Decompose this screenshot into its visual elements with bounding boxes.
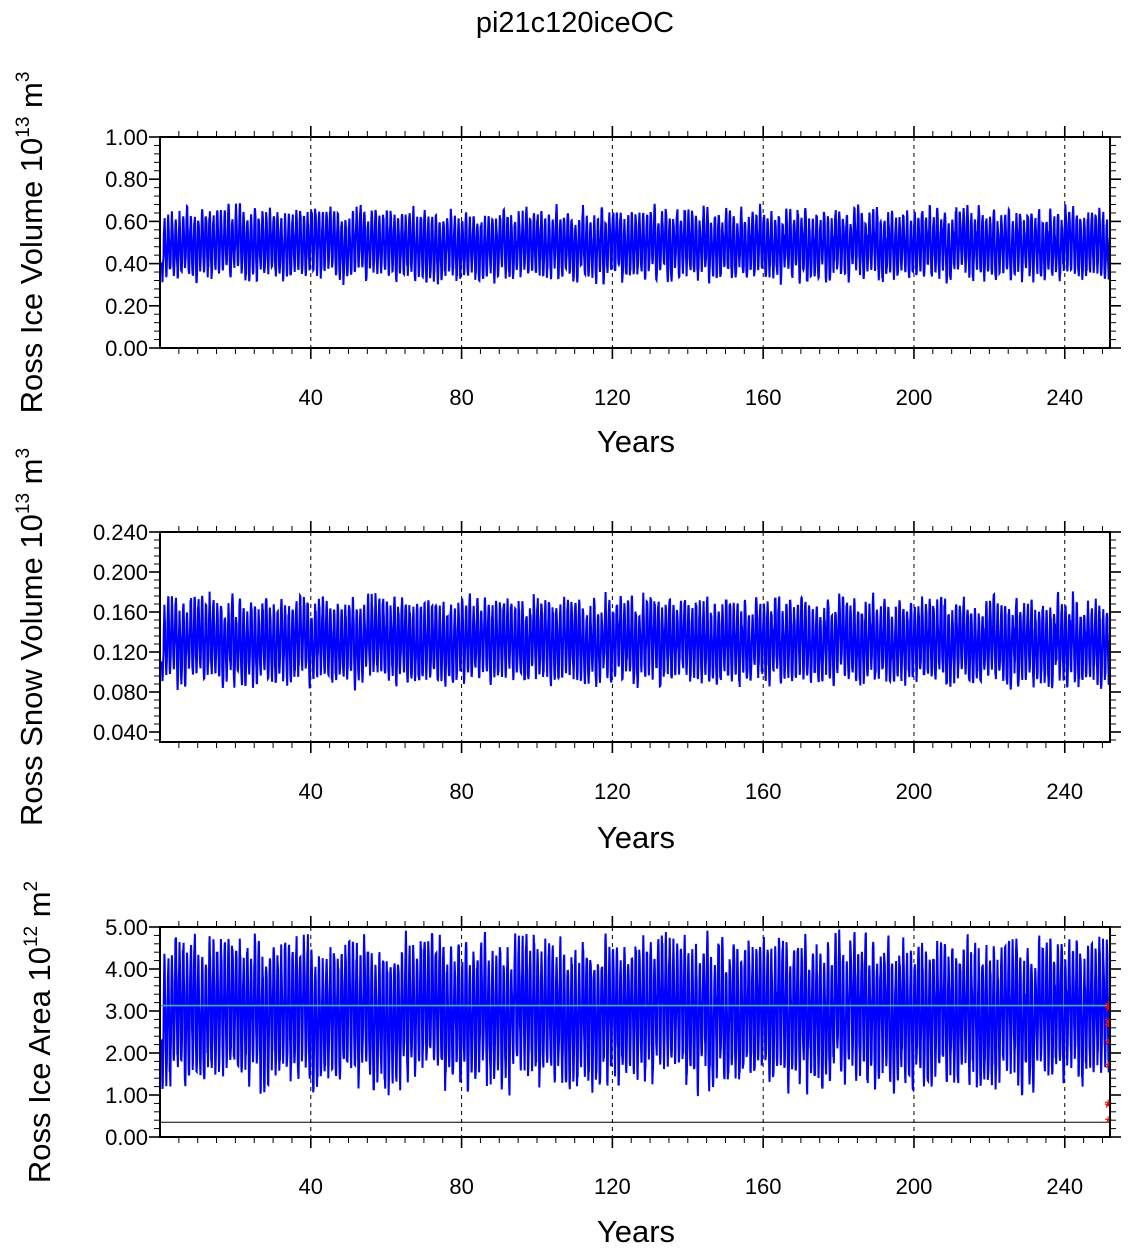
series-line: [160, 591, 1110, 691]
plot-frame: [159, 926, 1111, 1138]
x-tick-label: 240: [1046, 385, 1083, 410]
marker-star: *: [1105, 1036, 1112, 1056]
series-line: [160, 929, 1110, 1097]
x-tick-label: 80: [449, 385, 473, 410]
y-tick-label: 0.60: [105, 209, 148, 234]
x-tick-label: 120: [594, 779, 631, 804]
x-tick-label: 40: [299, 1174, 323, 1199]
x-tick-label: 240: [1046, 779, 1083, 804]
y-tick-label: 2.00: [105, 1041, 148, 1066]
series-line: [160, 203, 1110, 286]
y-label-unit: m: [14, 459, 49, 493]
y-tick-label: 3.00: [105, 999, 148, 1024]
x-axis-label: Years: [597, 1214, 675, 1249]
x-tick-label: 200: [896, 385, 933, 410]
x-tick-label: 40: [299, 779, 323, 804]
y-tick-label: 0.80: [105, 167, 148, 192]
x-tick-label: 40: [299, 385, 323, 410]
panel-ross-ice-area: *********40 80 120 160 200 2400.001.002.003.0…: [21, 881, 1121, 1249]
y-label-text: Ross Ice Volume 10: [14, 138, 49, 414]
y-tick-label: 0.160: [93, 600, 148, 625]
x-tick-label: 80: [449, 779, 473, 804]
marker-star: *: [1105, 1015, 1112, 1035]
x-tick-label: 160: [745, 779, 782, 804]
y-label-unit-exponent: 2: [21, 881, 42, 892]
y-tick-label: 0.200: [93, 560, 148, 585]
y-tick-label: 0.040: [93, 720, 148, 745]
y-tick-label: 1.00: [105, 1083, 148, 1108]
x-tick-label: 120: [594, 385, 631, 410]
marker-star: *: [1105, 1097, 1112, 1117]
marker-star: *: [1105, 1002, 1112, 1022]
x-tick-label: 200: [896, 1174, 933, 1199]
x-axis-label: Years: [597, 424, 675, 459]
y-tick-label: 0.080: [93, 680, 148, 705]
marker-star: *: [1105, 998, 1112, 1018]
y-tick-label: 5.00: [105, 915, 148, 940]
y-label-unit: m: [22, 891, 57, 925]
y-axis-label: Ross Snow Volume 1013 m3: [13, 448, 49, 826]
plot-frame: [159, 531, 1111, 743]
y-label-exponent: 13: [13, 493, 34, 514]
y-tick-label: 0.20: [105, 294, 148, 319]
x-tick-label: 80: [449, 1174, 473, 1199]
y-tick-label: 4.00: [105, 957, 148, 982]
x-tick-label: 240: [1046, 1174, 1083, 1199]
x-tick-label: 200: [896, 779, 933, 804]
y-label-exponent: 13: [13, 117, 34, 138]
y-tick-label: 0.40: [105, 252, 148, 277]
y-axis-label: Ross Ice Area 1012 m2: [21, 881, 57, 1183]
panel-ross-ice-volume: 40 80 120 160 200 240 0.00 0.20 0.40 0.60 0.80 1.00…: [13, 72, 1121, 459]
panel-ross-snow-volume: 40 80 120 160 200 240 0.040 0.080 0.120 0.160 0.20…: [13, 448, 1121, 855]
y-tick-label: 0.00: [105, 1125, 148, 1150]
figure-title: pi21c120iceOC: [476, 7, 674, 39]
y-label-exponent: 12: [21, 926, 42, 947]
y-label-unit: m: [14, 82, 49, 116]
marker-star: *: [1105, 1113, 1112, 1133]
y-tick-label: 1.00: [105, 125, 148, 150]
x-tick-label: 160: [745, 385, 782, 410]
marker-star: *: [1105, 1019, 1112, 1039]
x-tick-label: 120: [594, 1174, 631, 1199]
y-label-text: Ross Snow Volume 10: [14, 514, 49, 826]
y-tick-label: 0.00: [105, 336, 148, 361]
y-axis-label: Ross Ice Volume 1013 m3: [13, 72, 49, 414]
marker-star: *: [1105, 1059, 1112, 1079]
y-label-unit-exponent: 3: [13, 448, 34, 459]
x-axis-label: Years: [597, 820, 675, 855]
y-tick-label: 0.120: [93, 640, 148, 665]
marker-star: *: [1105, 1099, 1112, 1119]
y-tick-label: 0.240: [93, 520, 148, 545]
x-tick-label: 160: [745, 1174, 782, 1199]
y-label-unit-exponent: 3: [13, 72, 34, 83]
plot-frame: [159, 136, 1111, 349]
y-label-text: Ross Ice Area 10: [22, 947, 57, 1183]
